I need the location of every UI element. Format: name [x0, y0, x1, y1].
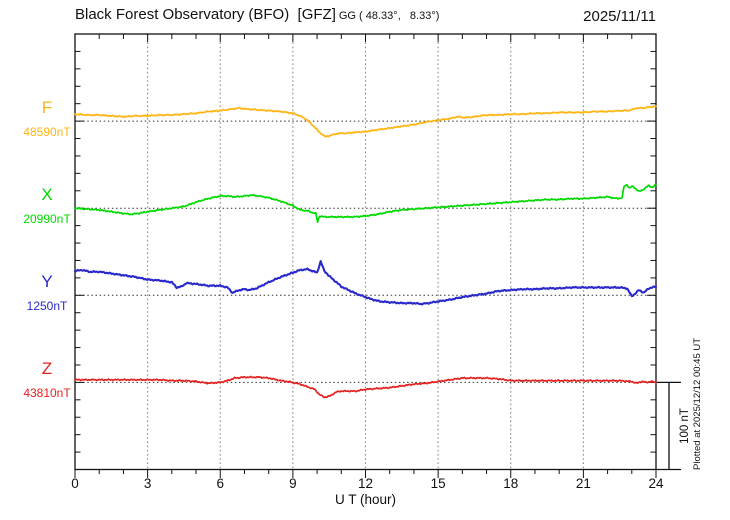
trace-F	[74, 105, 657, 138]
x-tick-label-21: 21	[575, 476, 591, 491]
series-value-F: 48590nT	[23, 125, 71, 140]
series-value-Y: 1250nT	[26, 299, 68, 314]
plot-date: 2025/11/11	[583, 8, 656, 25]
title-bar: Black Forest Observatory (BFO) [GFZ] GG …	[75, 6, 439, 23]
scale-bar-label: 100 nT	[679, 408, 691, 444]
series-letter-F: F	[41, 98, 53, 118]
nt-ticks	[75, 50, 656, 453]
scale-bar	[656, 381, 681, 471]
x-tick-label-9: 9	[289, 476, 297, 491]
x-tick-label-3: 3	[143, 476, 152, 491]
x-axis-label: U T (hour)	[334, 492, 397, 507]
observatory-coordinates: GG ( 48.33°, 8.33°)	[338, 10, 440, 22]
traces	[73, 105, 658, 399]
x-tick-label-18: 18	[503, 476, 519, 491]
time-gridlines	[147, 34, 584, 470]
series-baselines	[75, 120, 656, 383]
series-letter-Y: Y	[41, 272, 53, 292]
x-tick-label-0: 0	[71, 476, 79, 491]
page-title: Black Forest Observatory (BFO) [GFZ]	[75, 6, 336, 23]
trace-Y	[73, 260, 658, 306]
time-ticks	[74, 34, 657, 478]
trace-X	[74, 183, 657, 224]
series-value-X: 20990nT	[23, 212, 71, 227]
plotted-at-timestamp: Plotted at 2025/12/12 00:45 UT	[692, 337, 703, 470]
x-tick-label-12: 12	[357, 476, 374, 491]
series-letter-Z: Z	[41, 359, 53, 379]
trace-Z	[74, 375, 657, 399]
x-tick-label-6: 6	[216, 476, 224, 491]
series-letter-X: X	[41, 185, 53, 205]
x-tick-label-24: 24	[648, 476, 664, 491]
x-tick-label-15: 15	[430, 476, 446, 491]
series-value-Z: 43810nT	[23, 386, 71, 401]
plot-border	[74, 33, 657, 471]
